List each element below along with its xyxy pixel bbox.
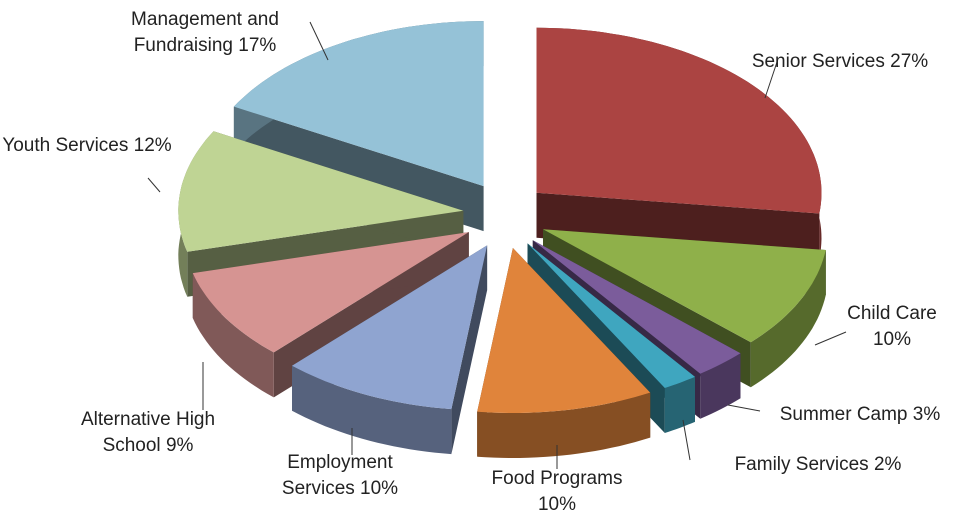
slice bbox=[532, 240, 741, 374]
slice-side bbox=[700, 353, 741, 419]
data-label: Family Services 2% bbox=[703, 452, 933, 478]
data-label: Summer Camp 3% bbox=[745, 402, 970, 428]
slice-side bbox=[292, 365, 452, 455]
leader-line bbox=[309, 21, 329, 61]
data-label: Food Programs 10% bbox=[472, 466, 642, 518]
slice bbox=[536, 27, 822, 214]
slice-wall bbox=[451, 245, 488, 455]
label-value: 10% bbox=[537, 494, 577, 515]
label-name: Senior Services bbox=[751, 51, 885, 72]
data-label: Alternative High School 9% bbox=[53, 407, 243, 459]
slice-side bbox=[750, 250, 826, 388]
label-name: Youth Services bbox=[2, 135, 129, 156]
leader-line bbox=[764, 61, 778, 99]
label-value: 10% bbox=[360, 478, 399, 499]
data-label: Management and Fundraising 17% bbox=[110, 7, 300, 59]
slice-side bbox=[664, 376, 695, 433]
slice-group bbox=[292, 245, 488, 455]
leader-line bbox=[727, 404, 761, 412]
label-value: 17% bbox=[238, 35, 277, 56]
slice bbox=[527, 243, 695, 388]
label-name: Employment Services bbox=[281, 452, 393, 499]
leader-line bbox=[147, 177, 161, 193]
label-value: 27% bbox=[890, 51, 929, 72]
label-name: Family Services bbox=[734, 454, 869, 475]
data-label: Youth Services 12% bbox=[2, 133, 172, 159]
label-value: 10% bbox=[872, 329, 912, 350]
data-label: Senior Services 27% bbox=[750, 49, 930, 75]
slice-group bbox=[477, 248, 651, 458]
slice bbox=[178, 131, 464, 252]
slice bbox=[477, 248, 651, 413]
slice bbox=[233, 21, 484, 187]
label-name: Child Care bbox=[847, 303, 937, 324]
label-name: Summer Camp bbox=[779, 404, 908, 425]
leader-line bbox=[814, 331, 847, 346]
slice bbox=[192, 232, 469, 353]
label-name: Alternative High School bbox=[80, 409, 216, 456]
label-value: 2% bbox=[873, 454, 902, 475]
label-value: 9% bbox=[165, 435, 194, 456]
slice bbox=[543, 229, 826, 343]
label-value: 3% bbox=[912, 404, 941, 425]
data-label: Child Care 10% bbox=[832, 301, 952, 353]
leader-line bbox=[682, 419, 691, 461]
data-label: Employment Services 10% bbox=[265, 450, 415, 502]
slice-side bbox=[477, 392, 651, 458]
label-value: 12% bbox=[133, 135, 172, 156]
label-name: Food Programs bbox=[491, 468, 623, 489]
slice-side bbox=[192, 273, 274, 398]
label-name: Management and Fundraising bbox=[131, 9, 279, 56]
slice bbox=[292, 245, 488, 410]
